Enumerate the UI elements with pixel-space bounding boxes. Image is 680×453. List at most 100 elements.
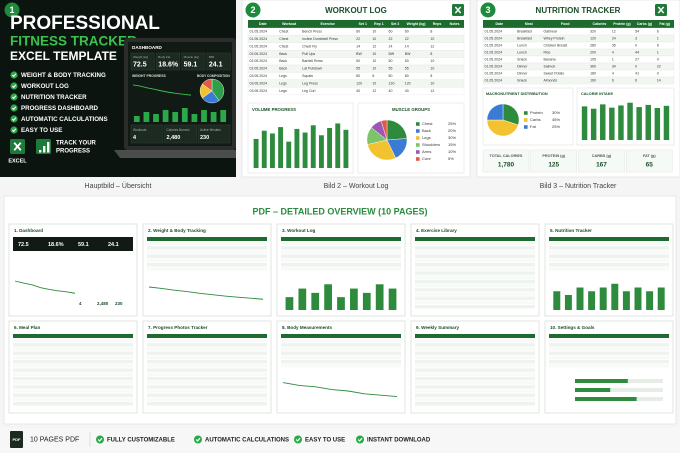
- table-cell: 8: [430, 74, 432, 78]
- legend-value: 15%: [448, 142, 456, 147]
- table-cell: Lunch: [517, 50, 527, 54]
- legend-swatch: [524, 111, 528, 115]
- icon-label: PROGRESS: [56, 149, 90, 155]
- table-cell: BW: [389, 52, 395, 56]
- column-header: Fat (g): [659, 22, 670, 26]
- thumb-table-row: [13, 368, 133, 372]
- table-cell: Legs: [279, 89, 287, 93]
- table-cell: 120: [590, 36, 596, 40]
- bar: [362, 292, 371, 310]
- table-cell: 22: [657, 64, 661, 68]
- column-header: Date: [259, 22, 267, 26]
- icon-label: EXCEL: [8, 158, 27, 164]
- thumb-table-row: [415, 258, 535, 263]
- section-title: PDF – DETAILED OVERVIEW (10 PAGES): [252, 206, 427, 216]
- table-cell: 12: [612, 29, 616, 33]
- column-header: Rep 1: [374, 22, 384, 26]
- thumb-table-row: [281, 364, 401, 368]
- table-cell: 10: [430, 81, 434, 85]
- kpi-label: Body Fat: [158, 55, 170, 59]
- stat-label: Calories Burned: [167, 128, 190, 132]
- thumb-table-row: [147, 347, 267, 351]
- thumb-table-row: [147, 250, 267, 254]
- table-cell: 03.05.2024: [250, 81, 268, 85]
- bar: [294, 128, 300, 168]
- hero-title: EXCEL TEMPLATE: [10, 49, 117, 63]
- table-cell: 34: [612, 64, 616, 68]
- check-icon: [10, 104, 18, 112]
- table-cell: 14: [405, 44, 409, 48]
- bar: [375, 284, 384, 310]
- bar: [564, 295, 572, 310]
- table-cell: Back: [279, 52, 287, 56]
- thumb-table-header: [147, 237, 267, 241]
- table-row: [482, 41, 675, 50]
- thumb-table-row: [147, 360, 267, 364]
- table-cell: 1: [657, 36, 659, 40]
- table-cell: 10: [430, 59, 434, 63]
- thumb-table-row: [415, 372, 535, 376]
- thumb-table-row: [13, 372, 133, 376]
- table-cell: 6: [635, 78, 637, 82]
- table-cell: 01.05.2024: [485, 50, 503, 54]
- thumb-table-row: [415, 393, 535, 397]
- stat-card: [130, 124, 164, 144]
- feature: NUTRITION TRACKER: [21, 94, 87, 101]
- thumb-table-row: [147, 246, 267, 250]
- check-icon: [10, 126, 18, 134]
- thumb-table-row: [147, 393, 267, 397]
- table-cell: Dinner: [517, 64, 528, 68]
- legend-value: 20%: [448, 128, 456, 133]
- page-title: 7. Progress Photos Tracker: [148, 325, 208, 330]
- table-cell: 0: [635, 43, 637, 47]
- table-cell: 6: [657, 43, 659, 47]
- thumb-table-row: [415, 271, 535, 275]
- icon-label: TRACK YOUR: [56, 141, 97, 147]
- thumb-table-row: [147, 343, 267, 347]
- table-cell: 200: [590, 50, 596, 54]
- progress-track: [575, 388, 663, 392]
- bar: [324, 284, 332, 310]
- legend-swatch: [524, 125, 528, 129]
- table-cell: Rice: [544, 50, 551, 54]
- check-mark: [11, 73, 17, 78]
- total-card: [626, 149, 673, 173]
- page-title: 9. Weekly Summary: [416, 325, 460, 330]
- table-cell: 180: [590, 71, 596, 75]
- table-cell: 02.05.2024: [250, 52, 268, 56]
- thumb-table-row: [415, 242, 535, 246]
- thumb-table-header: [281, 334, 401, 338]
- table-cell: 10: [372, 30, 376, 34]
- table-cell: Chest: [279, 37, 288, 41]
- chart-title: MUSCLE GROUPS: [392, 107, 430, 112]
- table-cell: 01.05.2024: [485, 29, 503, 33]
- table-cell: 1: [657, 50, 659, 54]
- table-cell: 80: [405, 74, 409, 78]
- kpi-value: 24.1: [209, 61, 223, 68]
- check-mark: [11, 117, 17, 122]
- chart-icon-bar: [47, 142, 50, 153]
- table-cell: 60: [389, 30, 393, 34]
- check-icon: [356, 435, 364, 444]
- caption: Bild 2 – Workout Log: [324, 183, 389, 190]
- hero-title: PROFESSIONAL: [10, 13, 160, 34]
- bar: [311, 292, 320, 310]
- column-header: Weight (kg): [407, 22, 426, 26]
- table-cell: 8: [430, 52, 432, 56]
- thumb-table-row: [415, 254, 535, 258]
- bar: [162, 110, 169, 122]
- check-icon: [10, 71, 18, 79]
- table-cell: 10: [372, 37, 376, 41]
- table-row: [482, 27, 675, 36]
- pie-slice: [380, 119, 388, 141]
- table-cell: 6: [612, 78, 614, 82]
- thumb-table-header: [549, 237, 669, 241]
- legend-value: 5%: [448, 156, 454, 161]
- table-cell: 22: [389, 37, 393, 41]
- legend-swatch: [416, 157, 420, 161]
- thumb-table-row: [281, 343, 401, 347]
- column-header: Food: [561, 22, 570, 26]
- stat-value: 2,480: [167, 135, 181, 141]
- bar: [201, 110, 207, 122]
